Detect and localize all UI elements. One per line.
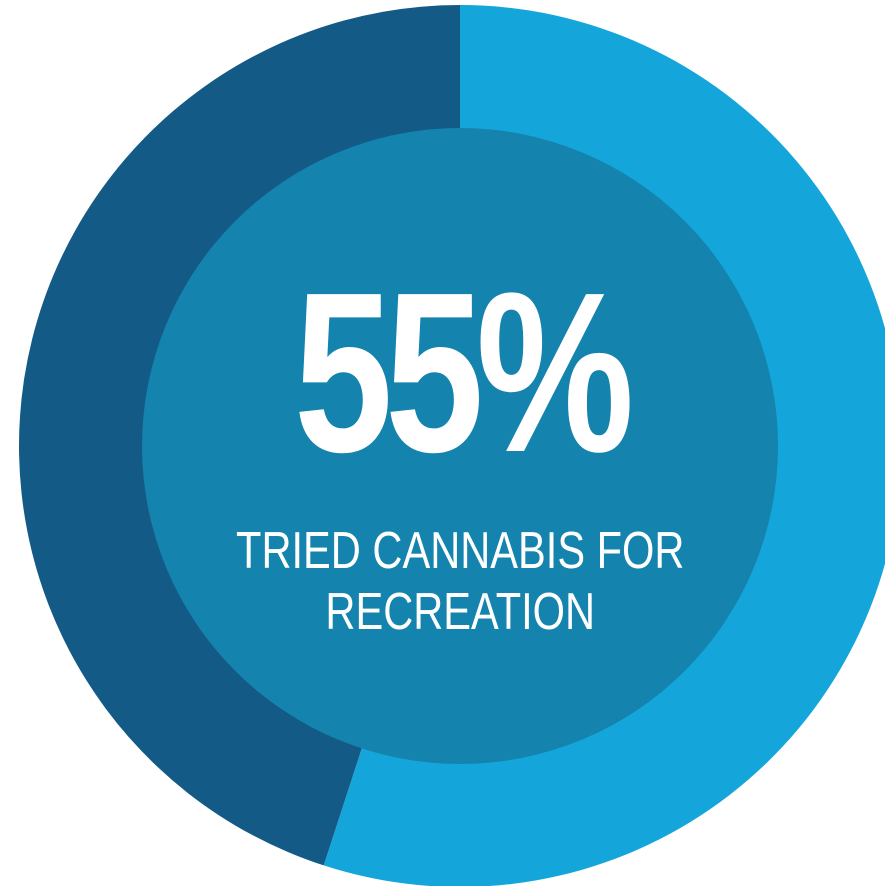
caption-line-1: TRIED CANNABIS FOR — [235, 521, 685, 580]
percentage-value: 55% — [293, 245, 634, 500]
caption: TRIED CANNABIS FOR RECREATION — [236, 521, 684, 644]
center-label: 55% TRIED CANNABIS FOR RECREATION — [142, 128, 778, 764]
center-disc — [142, 128, 778, 764]
caption-line-2: RECREATION — [325, 583, 595, 641]
